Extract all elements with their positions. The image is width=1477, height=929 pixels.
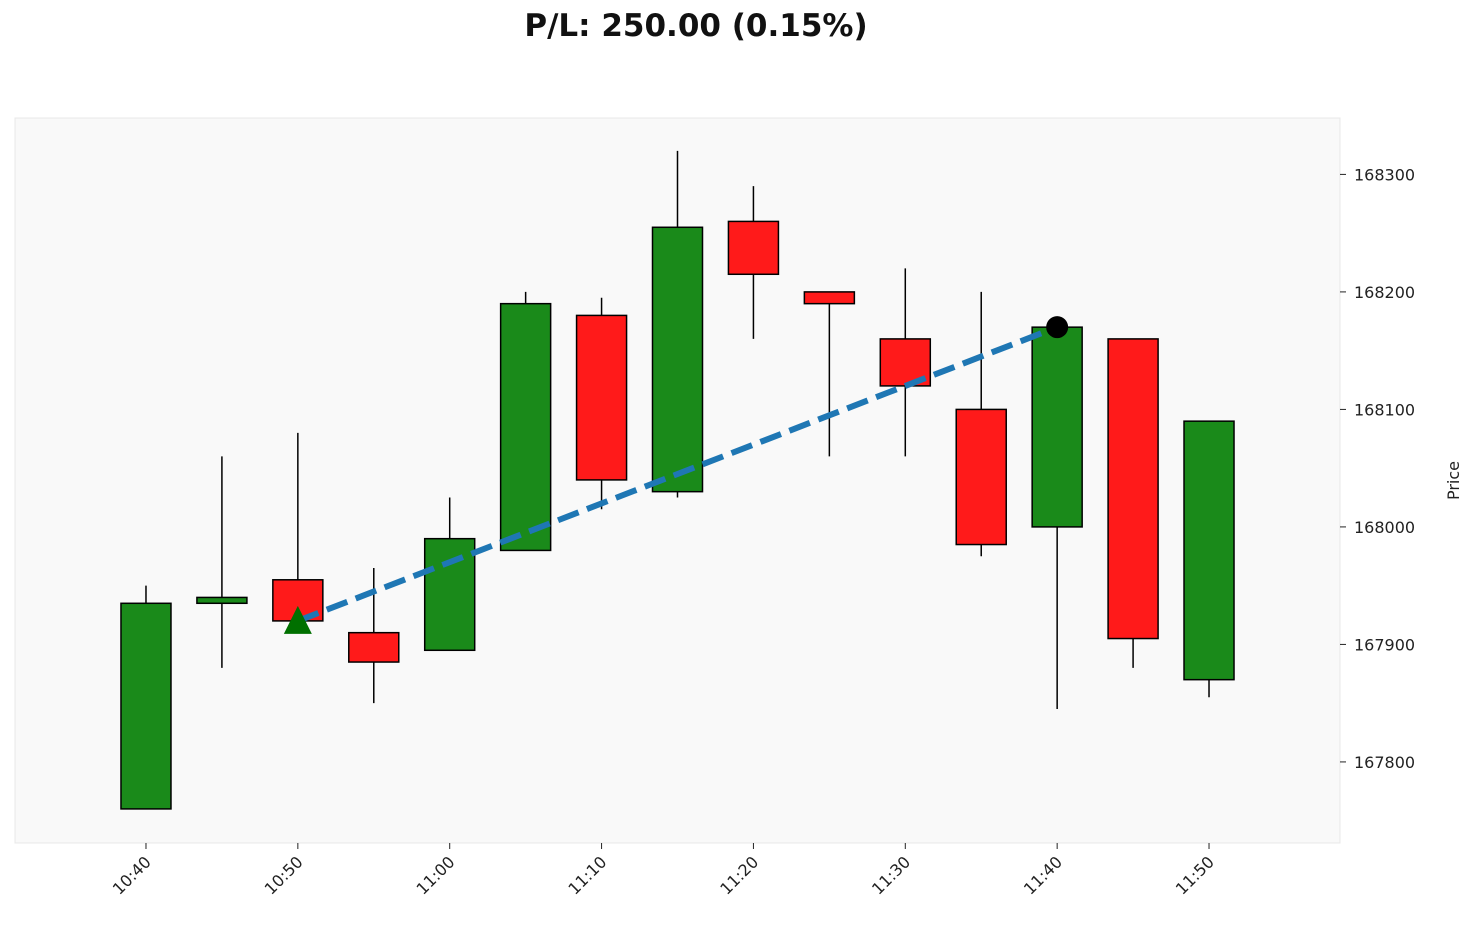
candle-body-up [651,226,704,493]
candle-body-up [499,302,552,552]
y-tick-label: 168300 [1354,165,1415,184]
candle-body-up [1183,420,1235,681]
candle-body-up [1031,326,1083,528]
x-tick-label: 11:50 [1172,852,1218,898]
y-tick-label: 168000 [1354,518,1415,537]
x-tick-label: 11:00 [412,852,458,898]
candle-body-down [348,631,400,663]
candle-body-down [727,220,780,276]
y-tick-label: 168100 [1354,400,1415,419]
candle-body-up [423,537,476,652]
candle-body-up [120,602,172,810]
candle-body-down [1107,338,1159,640]
x-tick-label: 11:30 [868,852,914,898]
candle-body-down [575,314,628,481]
x-tick-label: 11:40 [1020,852,1066,898]
candle-body-down [803,291,856,305]
x-tick-label: 10:40 [109,852,155,898]
chart-title: P/L: 250.00 (0.15%) [524,8,868,44]
y-axis-label: Price [1444,461,1463,500]
entry-marker [283,605,312,634]
x-tick-label: 10:50 [261,852,307,898]
y-tick-label: 168200 [1354,283,1415,302]
candle-body-down [955,408,1007,546]
y-tick-label: 167800 [1354,753,1415,772]
candle-body-up [196,596,248,605]
exit-marker [1046,316,1069,339]
x-tick-label: 11:20 [716,852,762,898]
trade-line [296,324,1059,624]
x-tick-label: 11:10 [564,852,610,898]
y-tick-label: 167900 [1354,635,1415,654]
